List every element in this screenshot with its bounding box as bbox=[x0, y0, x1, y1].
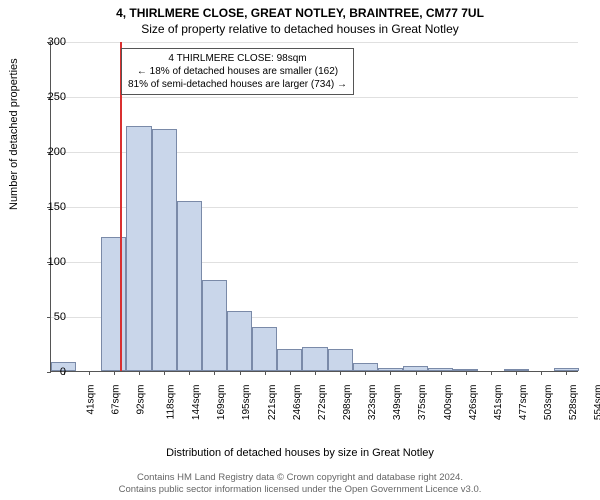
y-tick-label: 50 bbox=[36, 311, 66, 323]
x-tick-label: 246sqm bbox=[292, 385, 303, 421]
histogram-bar bbox=[177, 201, 202, 372]
annotation-line: 81% of semi-detached houses are larger (… bbox=[128, 78, 347, 91]
x-tick bbox=[214, 371, 215, 375]
x-tick-label: 41sqm bbox=[85, 385, 96, 415]
x-tick bbox=[416, 371, 417, 375]
x-tick-label: 272sqm bbox=[317, 385, 328, 421]
histogram-bar bbox=[252, 327, 277, 371]
x-tick-label: 92sqm bbox=[135, 385, 146, 415]
x-tick bbox=[265, 371, 266, 375]
x-tick-label: 503sqm bbox=[543, 385, 554, 421]
x-tick-label: 144sqm bbox=[191, 385, 202, 421]
x-axis-label: Distribution of detached houses by size … bbox=[0, 447, 600, 459]
x-tick-label: 477sqm bbox=[518, 385, 529, 421]
footer-line2: Contains public sector information licen… bbox=[0, 484, 600, 496]
x-tick-label: 298sqm bbox=[342, 385, 353, 421]
chart-area: 4 THIRLMERE CLOSE: 98sqm← 18% of detache… bbox=[50, 42, 578, 410]
y-axis-label: Number of detached properties bbox=[8, 58, 20, 210]
x-tick bbox=[390, 371, 391, 375]
x-tick-label: 426sqm bbox=[468, 385, 479, 421]
x-tick-label: 400sqm bbox=[443, 385, 454, 421]
y-tick-label: 300 bbox=[36, 36, 66, 48]
x-tick-label: 323sqm bbox=[367, 385, 378, 421]
y-tick-label: 150 bbox=[36, 201, 66, 213]
x-tick bbox=[566, 371, 567, 375]
x-tick bbox=[516, 371, 517, 375]
x-tick bbox=[441, 371, 442, 375]
histogram-bar bbox=[202, 280, 227, 371]
histogram-bar bbox=[302, 347, 327, 371]
x-tick-label: 169sqm bbox=[216, 385, 227, 421]
footer-attribution: Contains HM Land Registry data © Crown c… bbox=[0, 472, 600, 496]
histogram-bar bbox=[152, 129, 177, 371]
x-tick bbox=[139, 371, 140, 375]
plot-area: 4 THIRLMERE CLOSE: 98sqm← 18% of detache… bbox=[50, 42, 578, 372]
x-tick bbox=[240, 371, 241, 375]
annotation-line: ← 18% of detached houses are smaller (16… bbox=[128, 65, 347, 78]
x-tick bbox=[365, 371, 366, 375]
x-tick-label: 349sqm bbox=[392, 385, 403, 421]
x-tick-label: 451sqm bbox=[493, 385, 504, 421]
chart-title-line1: 4, THIRLMERE CLOSE, GREAT NOTLEY, BRAINT… bbox=[0, 0, 600, 20]
annotation-box: 4 THIRLMERE CLOSE: 98sqm← 18% of detache… bbox=[121, 48, 354, 95]
x-tick bbox=[315, 371, 316, 375]
x-tick bbox=[340, 371, 341, 375]
x-tick bbox=[491, 371, 492, 375]
x-tick bbox=[466, 371, 467, 375]
x-tick bbox=[189, 371, 190, 375]
y-tick-label: 200 bbox=[36, 146, 66, 158]
x-tick bbox=[541, 371, 542, 375]
histogram-bar bbox=[277, 349, 302, 371]
x-tick-label: 221sqm bbox=[267, 385, 278, 421]
gridline bbox=[51, 97, 578, 98]
histogram-bar bbox=[101, 237, 126, 371]
x-tick bbox=[290, 371, 291, 375]
y-tick-label: 250 bbox=[36, 91, 66, 103]
x-tick-label: 118sqm bbox=[165, 385, 176, 420]
histogram-bar bbox=[126, 126, 151, 371]
x-tick-label: 195sqm bbox=[242, 385, 253, 421]
gridline bbox=[51, 42, 578, 43]
histogram-bar bbox=[227, 311, 252, 372]
x-tick-label: 375sqm bbox=[418, 385, 429, 421]
annotation-line: 4 THIRLMERE CLOSE: 98sqm bbox=[128, 52, 347, 65]
y-tick-label: 100 bbox=[36, 256, 66, 268]
x-tick-label: 554sqm bbox=[594, 385, 600, 421]
footer-line1: Contains HM Land Registry data © Crown c… bbox=[0, 472, 600, 484]
histogram-bar bbox=[328, 349, 353, 371]
x-tick-label: 67sqm bbox=[110, 385, 121, 415]
x-tick bbox=[114, 371, 115, 375]
x-tick-label: 528sqm bbox=[568, 385, 579, 421]
histogram-bar bbox=[353, 363, 378, 371]
chart-title-line2: Size of property relative to detached ho… bbox=[0, 20, 600, 40]
x-tick bbox=[164, 371, 165, 375]
y-tick-label: 0 bbox=[36, 366, 66, 378]
x-tick bbox=[89, 371, 90, 375]
